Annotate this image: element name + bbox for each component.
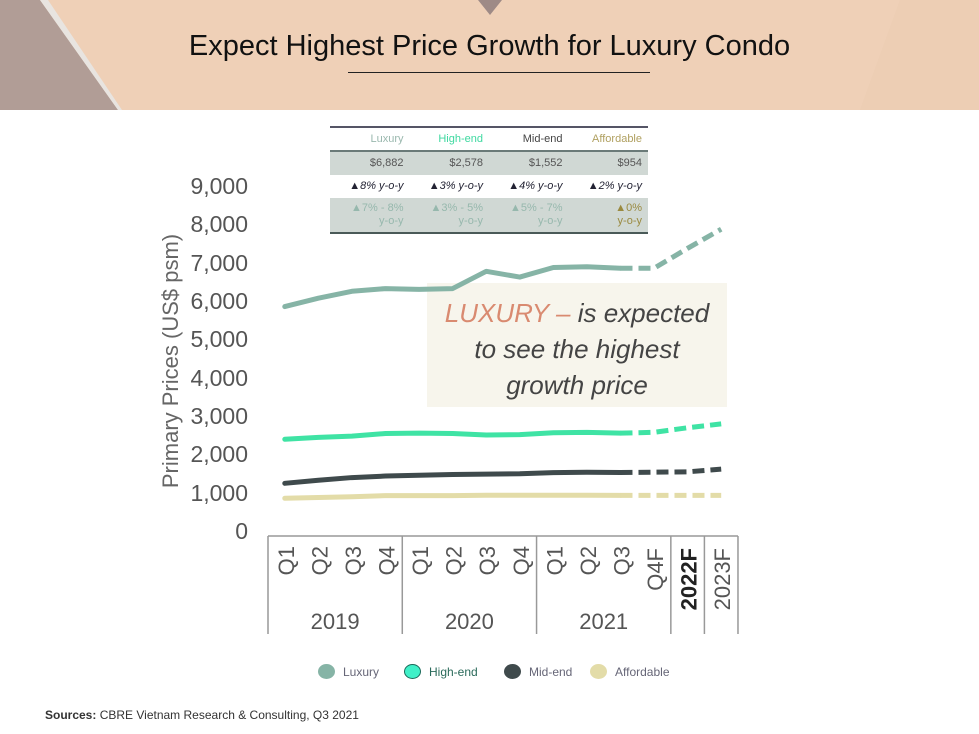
x-tick-label: Q2 [442, 546, 467, 575]
annotation-highlight: LUXURY – [444, 298, 571, 328]
forecast-luxury: ▲7% - 8% y-o-y [330, 202, 410, 232]
legend-mid-end: Mid-end [504, 664, 572, 679]
forecast-mid-end: ▲5% - 7% y-o-y [489, 202, 569, 232]
forecast-high-end: ▲3% - 5% y-o-y [410, 202, 490, 232]
table-header-row: Luxury High-end Mid-end Affordable [330, 128, 648, 152]
forecast-range: ▲7% - 8% [351, 202, 404, 214]
price-affordable: $954 [617, 157, 642, 169]
x-tick-label: Q1 [274, 546, 299, 575]
legend-label: Affordable [615, 664, 670, 679]
page-title: Expect Highest Price Growth for Luxury C… [188, 30, 791, 62]
x-group-label: 2019 [311, 609, 360, 634]
price-high-end: $2,578 [449, 157, 483, 169]
forecast-affordable: ▲0% y-o-y [569, 202, 649, 232]
y-tick-label: 7,000 [190, 249, 248, 276]
y-tick-label: 6,000 [190, 288, 248, 314]
legend-dot-icon [404, 664, 421, 679]
header-decoration [0, 0, 979, 110]
x-tick-label: Q3 [341, 546, 366, 575]
legend-dot-icon [318, 664, 335, 679]
table-row-forecast: ▲7% - 8% y-o-y ▲3% - 5% y-o-y ▲5% - 7% y-o-… [330, 198, 648, 234]
x-tick-label: 2023F [710, 548, 735, 610]
annotation-line-2: to see the highest [474, 334, 680, 364]
series-line-luxury [282, 264, 623, 310]
title-underline [348, 72, 650, 73]
col-luxury: Luxury [370, 133, 404, 145]
series-line-affordable [282, 492, 623, 501]
col-high-end: High-end [438, 133, 483, 145]
forecast-range: ▲0% [615, 202, 642, 214]
sources-label: Sources: [45, 708, 97, 722]
x-tick-label: Q3 [609, 546, 634, 575]
header-banner: Expect Highest Price Growth for Luxury C… [0, 0, 979, 110]
legend-dot-icon [504, 664, 521, 679]
sources-note: Sources: CBRE Vietnam Research & Consult… [45, 708, 359, 722]
price-luxury: $6,882 [369, 157, 404, 169]
x-tick-label: Q4F [643, 548, 668, 591]
x-tick-label: Q4 [509, 546, 534, 575]
y-tick-label: 8,000 [190, 211, 248, 238]
forecast-range: ▲5% - 7% [510, 202, 563, 214]
forecast-range: ▲3% - 5% [430, 202, 483, 214]
forecast-unit: y-o-y [617, 215, 642, 227]
x-tick-label: Q1 [542, 546, 567, 575]
luxury-annotation: LUXURY – is expected to see the highest … [427, 283, 727, 407]
legend-label: Luxury [343, 664, 380, 679]
table-row-yoy: ▲8% y-o-y ▲3% y-o-y ▲4% y-o-y ▲2% y-o-y [330, 175, 648, 198]
forecast-unit: y-o-y [538, 215, 563, 227]
y-tick-label: 2,000 [190, 441, 248, 468]
yoy-high-end: ▲3% y-o-y [428, 180, 483, 192]
annotation-line-1: LUXURY – is expected [427, 295, 727, 331]
forecast-line-luxury [620, 226, 723, 271]
legend-high-end: High-end [404, 664, 478, 679]
x-tick-label: Q1 [408, 546, 433, 575]
y-tick-label: 0 [235, 518, 248, 544]
legend-affordable: Affordable [590, 664, 670, 679]
sources-text: CBRE Vietnam Research & Consulting, Q3 2… [96, 708, 359, 722]
series-line-mid-end [282, 469, 623, 486]
legend-dot-icon [590, 664, 607, 679]
table-row-prices: $6,882 $2,578 $1,552 $954 [330, 152, 648, 175]
legend-label: High-end [429, 664, 478, 679]
x-tick-label: Q2 [307, 546, 332, 575]
yoy-mid-end: ▲4% y-o-y [508, 180, 563, 192]
col-affordable: Affordable [592, 133, 642, 145]
x-tick-label: 2022F [677, 548, 702, 610]
y-tick-label: 1,000 [190, 479, 248, 506]
x-tick-label: Q2 [576, 546, 601, 575]
x-group-label: 2020 [445, 609, 494, 634]
legend-luxury: Luxury [318, 664, 379, 679]
x-group-label: 2021 [579, 609, 628, 634]
price-mid-end: $1,552 [528, 157, 563, 169]
col-mid-end: Mid-end [522, 133, 563, 145]
annotation-text-1: is expected [570, 298, 710, 328]
y-tick-label: 9,000 [190, 173, 248, 199]
series-line-high-end [282, 429, 623, 442]
x-tick-label: Q3 [475, 546, 500, 575]
annotation-line-3: growth price [506, 370, 648, 400]
forecast-unit: y-o-y [458, 215, 483, 227]
legend-label: Mid-end [529, 664, 573, 679]
y-tick-label: 3,000 [190, 403, 248, 429]
forecast-unit: y-o-y [379, 215, 404, 227]
y-tick-label: 5,000 [190, 326, 248, 353]
y-tick-label: 4,000 [190, 364, 248, 391]
summary-table: Luxury High-end Mid-end Affordable $6,88… [330, 126, 648, 234]
yoy-luxury: ▲8% y-o-y [349, 180, 404, 192]
x-tick-label: Q4 [374, 546, 399, 575]
yoy-affordable: ▲2% y-o-y [587, 180, 642, 192]
forecast-line-mid-end [620, 466, 722, 476]
forecast-line-high-end [620, 421, 722, 436]
